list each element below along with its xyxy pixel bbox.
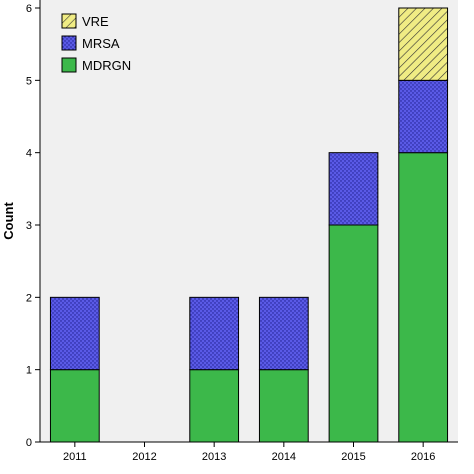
bar-segment-mdrgn-2014 xyxy=(258,369,309,443)
x-tick-label: 2011 xyxy=(63,451,87,463)
bar-segment-mrsa-2016 xyxy=(398,79,449,154)
legend-label-mrsa: MRSA xyxy=(82,36,120,51)
x-tick-label: 2016 xyxy=(411,451,435,463)
bar-segment-mdrgn-2011 xyxy=(49,369,100,443)
x-tick-label: 2014 xyxy=(272,451,296,463)
y-tick-label: 2 xyxy=(26,292,32,304)
x-tick-label: 2012 xyxy=(132,451,156,463)
y-tick-label: 4 xyxy=(26,148,32,160)
legend-label-mdrgn: MDRGN xyxy=(82,58,131,73)
bar-segment-vre-2016 xyxy=(398,7,449,81)
legend-label-vre: VRE xyxy=(82,14,109,29)
legend-swatch-mdrgn xyxy=(61,57,77,73)
bar-segment-mdrgn-2016 xyxy=(398,152,449,443)
plot-background xyxy=(40,0,458,442)
y-tick-label: 5 xyxy=(26,75,32,87)
bar-segment-mdrgn-2015 xyxy=(328,224,379,443)
y-tick-label: 3 xyxy=(26,220,32,232)
bar-segment-mdrgn-2013 xyxy=(189,369,240,443)
y-tick-label: 1 xyxy=(26,365,32,377)
legend-swatch-mrsa xyxy=(61,35,77,51)
y-axis-label: Count xyxy=(1,202,16,240)
bar-segment-mrsa-2011 xyxy=(49,296,100,371)
axes-layer: 0 1 2 3 4 5 6 2011 2012 2013 2014 2015 2016 xyxy=(26,0,458,463)
y-tick-label: 6 xyxy=(26,3,32,15)
y-tick-label: 0 xyxy=(26,437,32,449)
legend: VRE MRSA MDRGN xyxy=(61,13,131,73)
bar-segment-mrsa-2013 xyxy=(189,296,240,371)
x-tick-label: 2015 xyxy=(341,451,365,463)
bars-layer xyxy=(49,7,449,443)
legend-swatch-vre xyxy=(61,13,77,29)
bar-segment-mrsa-2014 xyxy=(258,296,309,371)
bar-segment-mrsa-2015 xyxy=(328,152,379,226)
x-tick-label: 2013 xyxy=(202,451,226,463)
